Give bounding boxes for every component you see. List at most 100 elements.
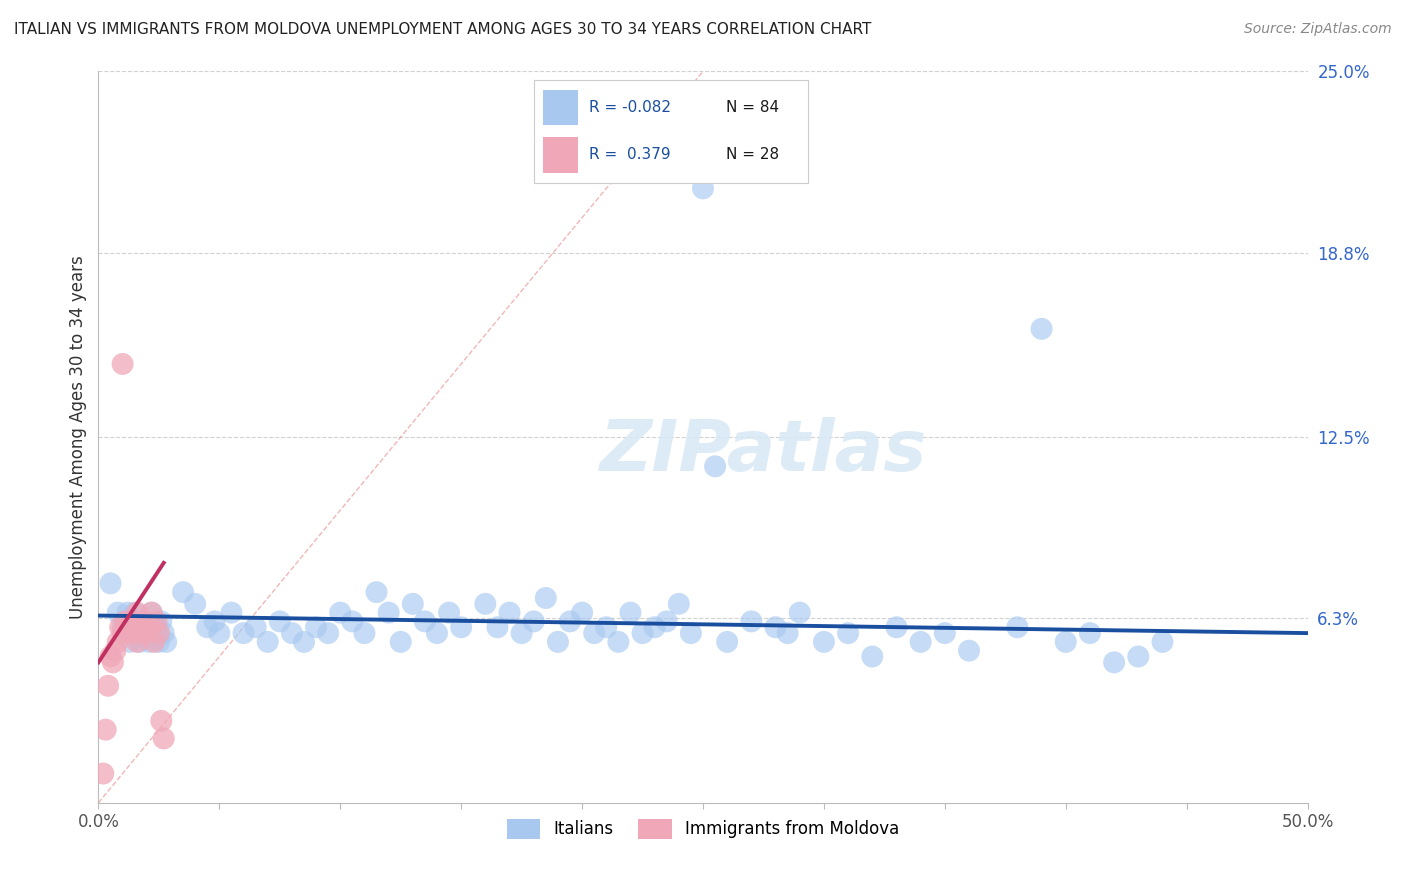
Point	[145, 620, 167, 634]
Point	[131, 620, 153, 634]
Point	[1031, 322, 1053, 336]
Point	[523, 615, 546, 629]
Point	[91, 766, 114, 780]
Point	[860, 649, 883, 664]
Point	[910, 635, 932, 649]
Point	[141, 606, 163, 620]
Point	[366, 585, 388, 599]
Text: Source: ZipAtlas.com: Source: ZipAtlas.com	[1244, 22, 1392, 37]
Point	[111, 620, 134, 634]
Point	[668, 597, 690, 611]
Point	[292, 635, 315, 649]
Point	[232, 626, 254, 640]
Text: ITALIAN VS IMMIGRANTS FROM MOLDOVA UNEMPLOYMENT AMONG AGES 30 TO 34 YEARS CORREL: ITALIAN VS IMMIGRANTS FROM MOLDOVA UNEMP…	[14, 22, 872, 37]
Point	[221, 606, 243, 620]
Point	[155, 635, 177, 649]
Point	[329, 606, 352, 620]
Point	[124, 620, 146, 634]
Point	[141, 606, 163, 620]
Point	[134, 615, 156, 629]
Point	[704, 459, 727, 474]
Point	[127, 606, 149, 620]
Text: N = 84: N = 84	[725, 100, 779, 115]
Point	[117, 620, 139, 634]
Point	[143, 635, 166, 649]
Point	[145, 615, 167, 629]
Point	[117, 606, 139, 620]
Text: R =  0.379: R = 0.379	[589, 147, 671, 162]
Point	[789, 606, 811, 620]
Point	[114, 615, 136, 629]
Point	[1102, 656, 1125, 670]
Y-axis label: Unemployment Among Ages 30 to 34 years: Unemployment Among Ages 30 to 34 years	[69, 255, 87, 619]
Point	[245, 620, 267, 634]
Point	[111, 626, 134, 640]
Point	[143, 626, 166, 640]
Point	[127, 635, 149, 649]
Point	[256, 635, 278, 649]
Point	[131, 615, 153, 629]
Legend: Italians, Immigrants from Moldova: Italians, Immigrants from Moldova	[501, 812, 905, 846]
Point	[138, 635, 160, 649]
Point	[184, 597, 207, 611]
Point	[607, 635, 630, 649]
Point	[135, 620, 157, 634]
Point	[128, 626, 150, 640]
Point	[148, 626, 170, 640]
Point	[765, 620, 787, 634]
Point	[150, 714, 173, 728]
Point	[498, 606, 520, 620]
Point	[118, 626, 141, 640]
Point	[679, 626, 702, 640]
Point	[107, 635, 129, 649]
Point	[813, 635, 835, 649]
Point	[583, 626, 606, 640]
Point	[97, 679, 120, 693]
Point	[305, 620, 328, 634]
Point	[776, 626, 799, 640]
Point	[134, 626, 156, 640]
Point	[148, 635, 170, 649]
Point	[150, 615, 173, 629]
Point	[957, 643, 980, 657]
Point	[631, 626, 654, 640]
Point	[124, 620, 146, 634]
Point	[281, 626, 304, 640]
Point	[128, 635, 150, 649]
Point	[135, 626, 157, 640]
Point	[342, 615, 364, 629]
Point	[534, 591, 557, 605]
Point	[426, 626, 449, 640]
Point	[111, 357, 134, 371]
Point	[716, 635, 738, 649]
Bar	[543, 89, 578, 126]
Point	[595, 620, 617, 634]
Point	[644, 620, 666, 634]
Point	[619, 606, 641, 620]
Point	[1128, 649, 1150, 664]
Text: R = -0.082: R = -0.082	[589, 100, 671, 115]
Point	[886, 620, 908, 634]
Point	[100, 649, 122, 664]
Point	[558, 615, 581, 629]
Point	[104, 643, 127, 657]
Point	[547, 635, 569, 649]
Point	[1007, 620, 1029, 634]
Point	[934, 626, 956, 640]
Point	[740, 615, 762, 629]
Bar	[543, 136, 578, 173]
Point	[172, 585, 194, 599]
Point	[655, 615, 678, 629]
Point	[118, 635, 141, 649]
Text: N = 28: N = 28	[725, 147, 779, 162]
Point	[101, 656, 124, 670]
Point	[1152, 635, 1174, 649]
Point	[402, 597, 425, 611]
Point	[208, 626, 231, 640]
Point	[1054, 635, 1077, 649]
Point	[204, 615, 226, 629]
Point	[108, 620, 131, 634]
Point	[437, 606, 460, 620]
Point	[138, 620, 160, 634]
Text: ZIPatlas: ZIPatlas	[600, 417, 927, 486]
